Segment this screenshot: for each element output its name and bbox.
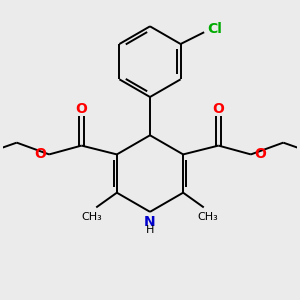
Text: Cl: Cl <box>207 22 222 36</box>
Text: O: O <box>34 147 46 161</box>
Text: N: N <box>144 215 156 229</box>
Text: O: O <box>212 102 224 116</box>
Text: O: O <box>254 147 266 161</box>
Text: CH₃: CH₃ <box>81 212 102 222</box>
Text: CH₃: CH₃ <box>198 212 219 222</box>
Text: H: H <box>146 225 154 235</box>
Text: O: O <box>76 102 88 116</box>
